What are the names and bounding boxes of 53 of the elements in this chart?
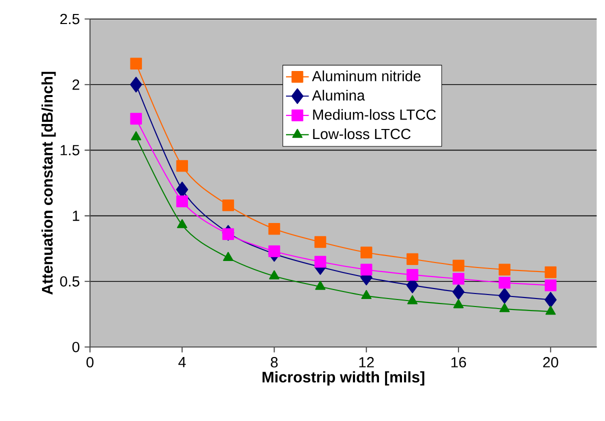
y-tick-label: 2: [72, 79, 80, 90]
point: [130, 58, 142, 70]
point: [406, 253, 418, 265]
point: [452, 260, 464, 272]
point: [406, 268, 418, 281]
legend-label: Aluminum nitride: [312, 70, 421, 82]
legend-label: Alumina: [312, 90, 365, 101]
point: [222, 228, 234, 240]
point: [176, 182, 188, 198]
point: [453, 299, 464, 308]
point: [314, 236, 326, 248]
x-tick-label: 20: [543, 357, 558, 368]
legend-label: Low-loss LTCC: [313, 128, 411, 140]
x-tick-label: 12: [359, 357, 374, 368]
point: [176, 219, 188, 228]
point: [268, 245, 280, 258]
point: [314, 256, 326, 268]
point: [315, 280, 326, 290]
point: [498, 276, 510, 289]
x-axis-title: Microstrip width [mils]: [262, 371, 424, 386]
point: [222, 199, 234, 212]
y-axis-title: Attenuation constant [dB/inch]: [41, 72, 56, 295]
point: [544, 292, 557, 308]
point: [498, 288, 511, 304]
point: [176, 160, 188, 172]
legend-label: Medium-loss LTCC: [313, 109, 436, 120]
point: [544, 266, 556, 278]
y-tick-label: 0.5: [60, 276, 80, 287]
y-tick-label: 1.5: [60, 145, 80, 156]
point: [268, 223, 280, 235]
point: [452, 284, 465, 300]
x-tick-label: 16: [451, 357, 466, 368]
point: [269, 270, 280, 280]
point: [545, 306, 556, 315]
point: [223, 252, 234, 261]
y-tick-label: 1: [72, 210, 80, 221]
point: [544, 279, 556, 292]
point: [176, 196, 188, 208]
x-tick-label: 8: [270, 357, 278, 368]
point: [361, 290, 372, 300]
point: [498, 264, 510, 276]
y-tick-label: 0: [72, 342, 80, 352]
point: [452, 272, 464, 285]
point: [407, 295, 418, 304]
point: [130, 76, 142, 92]
x-tick-label: 4: [178, 357, 186, 368]
point: [360, 246, 372, 258]
point: [130, 131, 142, 140]
point: [130, 112, 142, 125]
y-tick-label: 2.5: [60, 14, 80, 24]
point: [499, 303, 510, 312]
x-tick-label: 0: [86, 357, 94, 368]
point: [360, 264, 372, 276]
